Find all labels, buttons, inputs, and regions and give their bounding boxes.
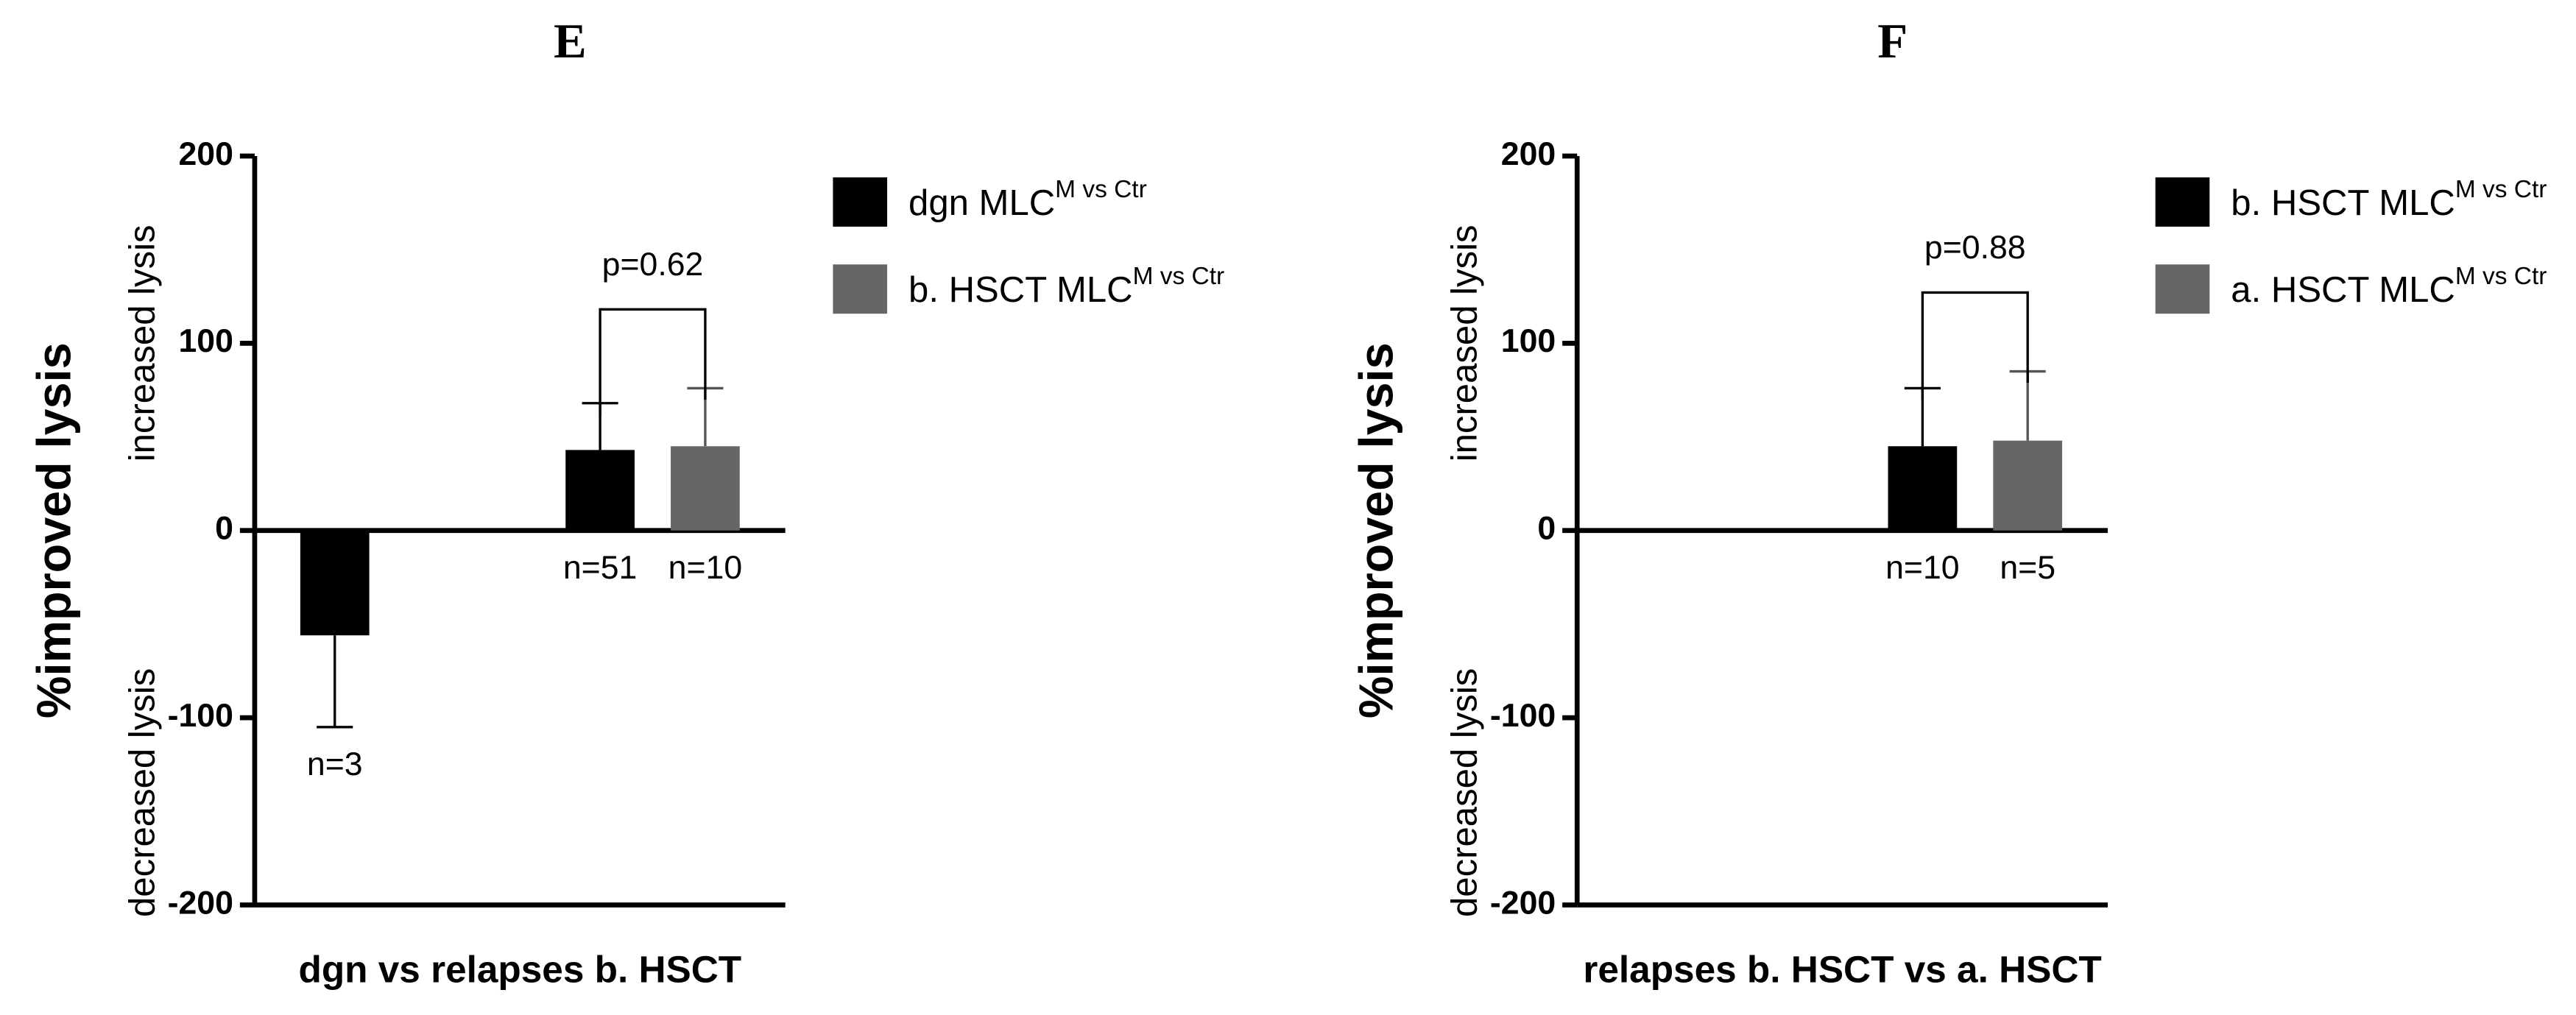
significance-bracket (1921, 291, 2029, 400)
legend-superscript: M vs Ctr (2455, 176, 2547, 203)
y-tick-label: 0 (1537, 511, 1556, 547)
chart-title: F (1877, 14, 1908, 68)
bar (1993, 440, 2063, 531)
significance-bracket (599, 308, 707, 417)
legend-label: dgn MLCM vs Ctr (908, 176, 1147, 223)
annotation: increased lysis (122, 224, 162, 461)
legend-swatch (2155, 264, 2210, 314)
p-value: p=0.88 (1924, 230, 2026, 266)
annotation: decreased lysis (1445, 668, 1485, 917)
y-axis-label: %improved lysis (27, 342, 80, 718)
n-label: n=3 (307, 746, 363, 782)
annotation: decreased lysis (122, 668, 162, 917)
legend-superscript: M vs Ctr (2455, 263, 2547, 290)
panel: E -200 -100 0 100 200 dgn vs relapses b. HSCT%… (27, 14, 1224, 991)
y-tick-label: 100 (1501, 323, 1556, 359)
chart-title: E (554, 14, 587, 68)
y-tick-label: 100 (179, 323, 233, 359)
legend-label: b. HSCT MLCM vs Ctr (2231, 176, 2547, 223)
n-label: n=10 (1885, 550, 1959, 586)
y-tick-label: 200 (179, 136, 233, 172)
legend-superscript: M vs Ctr (1133, 263, 1225, 290)
y-tick-label: -100 (168, 698, 233, 734)
bar (1888, 446, 1958, 531)
legend-swatch (833, 264, 888, 314)
bar (565, 450, 635, 531)
legend-name: b. HSCT MLC (2231, 183, 2455, 223)
x-axis-label: dgn vs relapses b. HSCT (298, 949, 741, 991)
y-tick-label: -200 (1490, 885, 1556, 921)
n-label: n=5 (2000, 550, 2055, 586)
x-axis-label: relapses b. HSCT vs a. HSCT (1583, 949, 2101, 991)
bar (671, 446, 740, 531)
n-label: n=10 (668, 550, 742, 586)
error-bar (317, 635, 353, 729)
legend-superscript: M vs Ctr (1055, 176, 1147, 203)
legend-label: a. HSCT MLCM vs Ctr (2231, 263, 2547, 310)
y-axis-label: %improved lysis (1349, 342, 1403, 718)
legend-name: dgn MLC (908, 183, 1055, 223)
annotation: increased lysis (1445, 224, 1485, 461)
legend-name: b. HSCT MLC (908, 270, 1133, 310)
legend-label: b. HSCT MLCM vs Ctr (908, 263, 1224, 310)
p-value: p=0.62 (602, 247, 704, 283)
legend-name: a. HSCT MLC (2231, 270, 2455, 310)
panel: F -200 -100 0 100 200 relapses b. HSCT vs a. H… (1349, 14, 2547, 991)
bar (300, 530, 370, 636)
y-tick-label: -200 (168, 885, 233, 921)
legend-swatch (833, 177, 888, 227)
y-tick-label: -100 (1490, 698, 1556, 734)
y-tick-label: 0 (215, 511, 233, 547)
n-label: n=51 (563, 550, 637, 586)
legend-swatch (2155, 177, 2210, 227)
y-tick-label: 200 (1501, 136, 1556, 172)
